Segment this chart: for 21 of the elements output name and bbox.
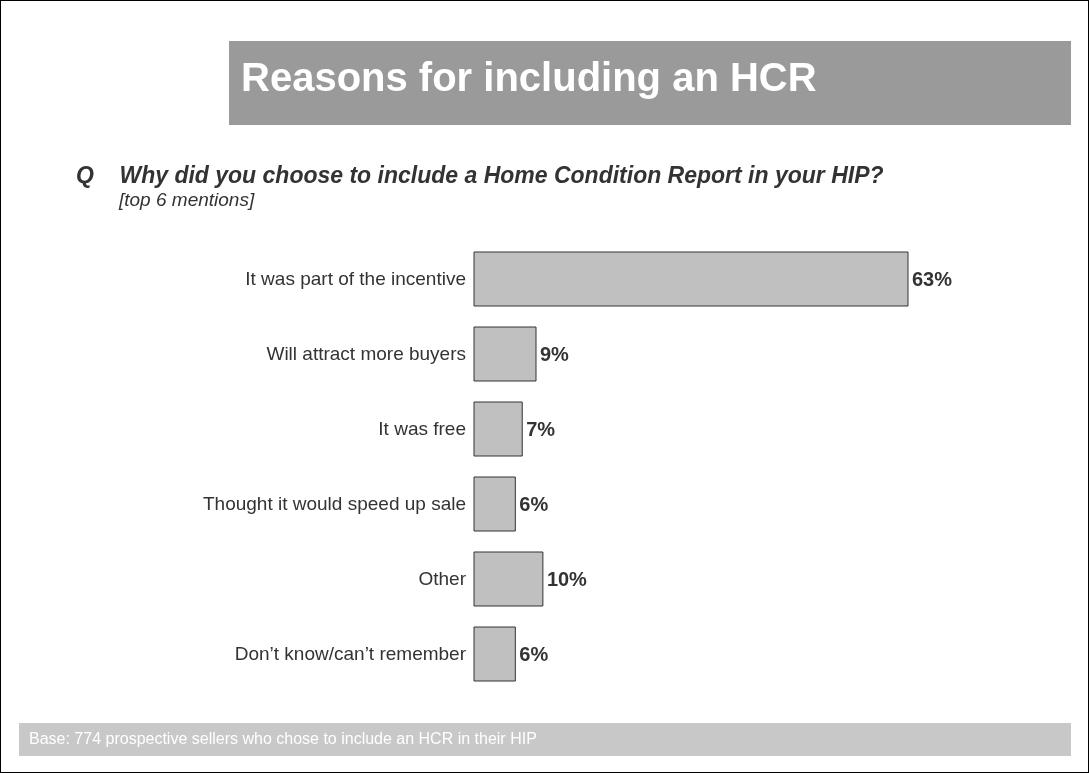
bar bbox=[473, 476, 516, 532]
bar bbox=[473, 626, 516, 682]
data-label: 63% bbox=[912, 268, 953, 291]
data-label: 7% bbox=[526, 418, 556, 441]
y-tick-label: It was part of the incentive bbox=[245, 268, 466, 290]
y-tick-label: Don’t know/can’t remember bbox=[234, 643, 467, 665]
chart-subtitle: Q Why did you choose to include a Home Condition Report in your HIP? bbox=[76, 162, 884, 189]
data-label: 9% bbox=[540, 343, 570, 366]
bar bbox=[473, 401, 523, 457]
y-tick-label: Thought it would speed up sale bbox=[202, 493, 466, 515]
text: [top 6 mentions] bbox=[119, 189, 255, 211]
data-label: 10% bbox=[546, 568, 588, 591]
y-tick-label: Will attract more buyers bbox=[266, 343, 466, 365]
bar bbox=[473, 326, 537, 382]
bar bbox=[473, 551, 544, 607]
data-label: 6% bbox=[519, 493, 549, 516]
chart-title: Reasons for including an HCR bbox=[241, 55, 817, 100]
y-tick-label: It was free bbox=[378, 418, 466, 440]
data-label: 6% bbox=[519, 643, 549, 666]
bar bbox=[473, 251, 909, 307]
y-tick-label: Other bbox=[418, 568, 467, 590]
